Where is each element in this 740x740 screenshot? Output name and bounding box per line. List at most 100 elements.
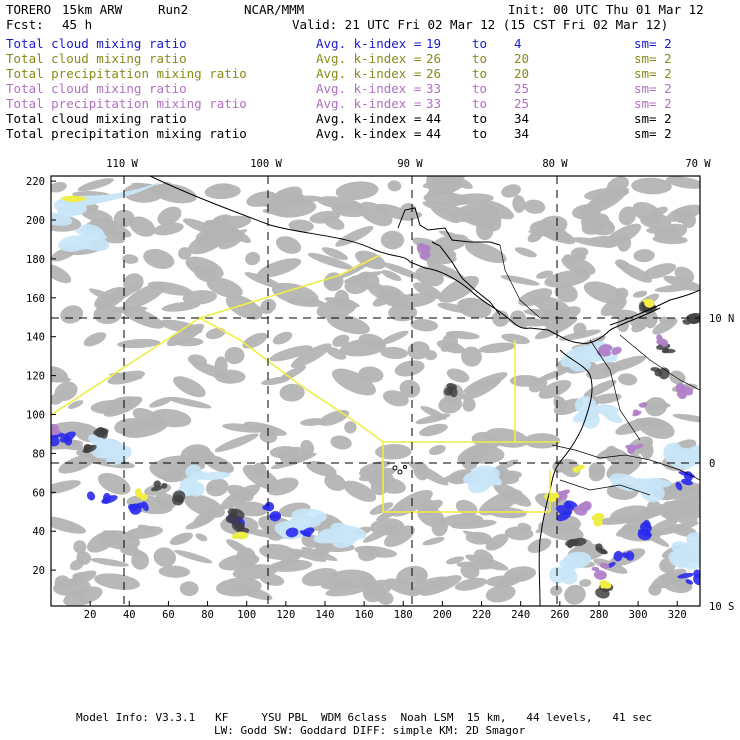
cloud-blob [90,557,129,567]
cloud-blob [68,400,84,409]
cloud-blob [535,367,572,383]
cloud-blob [600,548,608,555]
legend-field-name: Total precipitation mixing ratio [6,126,247,141]
cloud-blob [122,418,169,438]
legend-kindex-to-word: to [472,66,488,81]
cloud-blob [454,577,488,591]
cloud-blob [621,518,650,533]
cloud-blob [330,522,358,543]
cloud-blob [591,513,605,522]
cloud-blob [561,256,596,276]
cloud-blob [358,333,384,348]
longitude-label: 80 W [542,158,568,170]
cloud-blob [279,365,307,382]
cloud-blob [586,188,629,208]
cloud-blob [394,360,425,377]
cloud-blob [271,282,319,306]
cloud-blob [103,396,143,417]
coastline [149,176,700,606]
model-run: Run2 [158,2,189,17]
cloud-blob [618,262,652,283]
cloud-blob [501,184,521,198]
cloud-blob [307,252,354,270]
cloud-blob [269,345,313,362]
cloud-blob [422,536,445,546]
cloud-blob [638,529,652,537]
legend-kindex-to-word: to [472,111,488,126]
cloud-blob [596,516,636,525]
cloud-blob [123,273,144,293]
legend-kindex-to: 20 [514,51,530,66]
cloud-blob [225,294,263,320]
cloud-blob [300,439,315,457]
legend-smoothing: sm= 2 [634,51,672,66]
cloud-blob [650,367,661,372]
cloud-blob [169,532,194,546]
legend-kindex-label: Avg. k-index = [316,51,422,66]
cloud-blob [580,500,592,512]
cloud-blob [205,327,226,340]
cloud-blob [149,461,184,482]
cloud-blob [340,258,375,279]
legend-kindex-to-word: to [472,126,488,141]
legend-kindex-from: 26 [426,51,442,66]
cloud-blob [354,545,398,558]
y-tick-label: 180 [26,254,45,266]
cloud-blob [153,222,184,236]
longitude-label: 100 W [250,158,282,170]
valid-time: Valid: 21 UTC Fri 02 Mar 12 (15 CST Fri … [292,17,669,32]
cloud-blob [246,528,285,539]
legend-kindex-to: 25 [514,96,530,111]
y-tick-label: 160 [26,293,45,305]
cloud-blob [672,413,700,423]
cloud-blob [611,346,622,355]
cloud-blob [558,329,602,341]
cloud-blob [523,433,561,449]
cloud-blob [493,459,519,472]
cloud-blob [463,372,508,394]
x-tick-label: 20 [84,609,97,620]
cloud-blob [101,495,118,504]
cloud-blob [693,574,700,586]
cloud-blob [51,264,72,284]
cloud-blob [218,553,260,571]
cloud-blob [143,248,175,269]
cloud-blob [685,579,694,585]
cloud-blob [462,397,476,412]
cloud-blob [625,444,633,450]
model-name: TORERO [6,2,52,17]
cloud-blob [492,310,510,327]
cloud-blob [80,224,105,240]
cloud-blob [99,530,140,550]
cloud-blob [618,373,638,386]
map-frame [50,175,701,607]
cloud-blob [550,492,560,500]
cloud-blob [648,518,678,535]
cloud-blob [270,199,317,218]
cloud-blob [422,176,466,189]
cloud-blob [632,290,648,298]
x-grid-ticks: 20 40 60 80 100 120 140 160 180 200 220 240 260 280 30… [84,601,687,620]
cloud-blob [153,480,161,488]
cloud-blob [559,489,571,496]
cloud-blob [399,379,421,398]
cloud-blob [122,254,139,264]
legend-kindex-to-word: to [472,81,488,96]
cloud-blob [224,346,245,365]
cloud-blob [478,342,516,354]
cloud-blob [335,181,379,201]
cloud-blob [478,199,514,220]
cloud-blob [153,547,177,567]
cloud-blob [426,261,467,282]
cloud-blob [632,201,663,224]
cloud-blob [599,562,610,569]
cloud-blob [613,550,623,562]
cloud-blob [517,522,532,531]
cloud-blob [381,262,423,280]
cloud-blob [460,346,482,367]
legend-kindex-from: 26 [426,66,442,81]
cloud-blob [94,573,140,590]
cloud-blob [410,319,439,332]
cloud-blob [639,402,648,408]
grid-lines [51,176,700,606]
